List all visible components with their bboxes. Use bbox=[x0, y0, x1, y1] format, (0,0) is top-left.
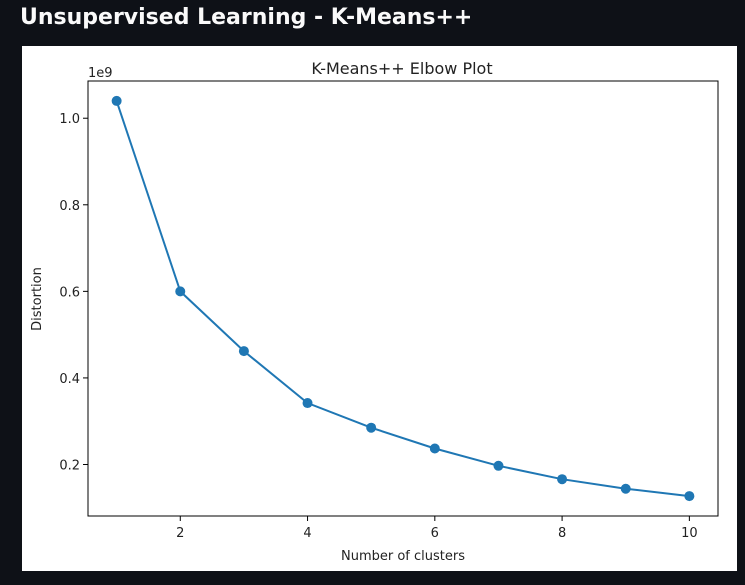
data-point bbox=[238, 346, 249, 357]
elbow-plot-figure: K-Means++ Elbow Plot 1e9 0.2 0.4 0.6 0.8 1.0… bbox=[22, 46, 737, 571]
x-tick-label: 4 bbox=[303, 526, 311, 541]
x-tick-label: 8 bbox=[558, 526, 566, 541]
y-axis-label: Distortion bbox=[30, 267, 45, 331]
x-tick-label: 6 bbox=[431, 526, 439, 541]
elbow-plot-chart: K-Means++ Elbow Plot 1e9 0.2 0.4 0.6 0.8 1.0… bbox=[30, 59, 719, 564]
y-tick-label: 1.0 bbox=[59, 112, 80, 127]
data-point bbox=[429, 443, 440, 454]
data-point bbox=[684, 491, 695, 502]
page-title: Unsupervised Learning - K-Means++ bbox=[20, 5, 473, 30]
x-axis: 2 4 6 8 10 bbox=[176, 516, 698, 541]
y-tick-label: 0.6 bbox=[59, 285, 80, 300]
y-tick-label: 0.8 bbox=[59, 199, 80, 214]
x-tick-label: 2 bbox=[176, 526, 184, 541]
data-point bbox=[493, 460, 504, 471]
series-points bbox=[111, 95, 695, 502]
data-point bbox=[557, 474, 568, 485]
y-offset-label: 1e9 bbox=[88, 66, 113, 81]
y-axis: 0.2 0.4 0.6 0.8 1.0 bbox=[59, 112, 88, 473]
y-tick-label: 0.4 bbox=[59, 372, 80, 387]
chart-title: K-Means++ Elbow Plot bbox=[311, 59, 492, 78]
data-point bbox=[175, 286, 186, 297]
series-line bbox=[115, 100, 690, 498]
x-tick-label: 10 bbox=[681, 526, 698, 541]
y-tick-label: 0.2 bbox=[59, 458, 80, 473]
data-point bbox=[366, 422, 377, 433]
data-point bbox=[111, 95, 122, 106]
plot-area-frame bbox=[87, 80, 719, 517]
data-point bbox=[302, 398, 313, 409]
data-point bbox=[620, 483, 631, 494]
x-axis-label: Number of clusters bbox=[341, 549, 465, 564]
